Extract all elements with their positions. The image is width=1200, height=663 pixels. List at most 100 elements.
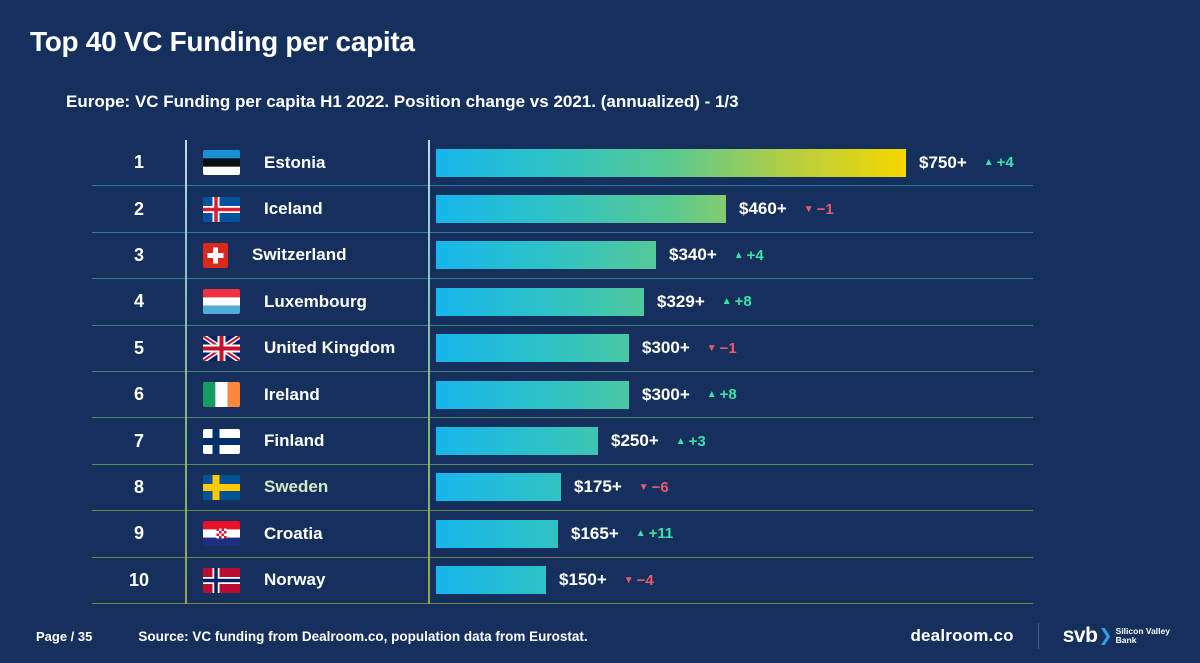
- triangle-up-icon: ▲: [635, 528, 646, 540]
- value-label: $329+: [657, 291, 705, 311]
- luxembourg-flag-icon: [203, 289, 240, 315]
- triangle-down-icon: ▼: [638, 481, 649, 493]
- bar-cell: $460+ ▼ −1: [429, 195, 1033, 224]
- position-change: ▲ +4: [734, 247, 764, 264]
- bar-cell: $165+ ▲ +11: [429, 519, 1033, 548]
- table-row: 2 Iceland $460+ ▼ −1: [92, 186, 1033, 233]
- country-cell: Switzerland: [186, 242, 429, 268]
- rank-column-divider: [185, 140, 187, 604]
- table-row: 1 Estonia $750+ ▲ +4: [92, 140, 1033, 187]
- funding-bar: [436, 473, 561, 502]
- country-name: Luxembourg: [264, 291, 367, 311]
- svb-logo: svb ❯ Silicon Valley Bank: [1063, 624, 1170, 648]
- position-change: ▼ −1: [707, 340, 737, 357]
- funding-bar: [436, 334, 629, 363]
- sweden-flag-icon: [203, 474, 240, 500]
- united-kingdom-flag-icon: [203, 335, 240, 361]
- bar-cell: $750+ ▲ +4: [429, 148, 1033, 177]
- triangle-up-icon: ▲: [983, 157, 994, 169]
- position-change: ▼ −6: [639, 479, 669, 496]
- svb-name-line2: Bank: [1115, 635, 1137, 645]
- country-cell: Finland: [186, 428, 429, 454]
- country-cell: Croatia: [186, 521, 429, 547]
- page-title: Top 40 VC Funding per capita: [30, 26, 415, 57]
- page-number: Page / 35: [36, 628, 93, 644]
- table-row: 5 United Kingdom $300+ ▼ −1: [92, 326, 1033, 372]
- country-cell: Ireland: [186, 382, 429, 408]
- change-value: +8: [734, 293, 752, 311]
- triangle-up-icon: ▲: [706, 389, 717, 401]
- triangle-down-icon: ▼: [623, 574, 634, 586]
- country-name: Iceland: [264, 199, 323, 219]
- bar-cell: $150+ ▼ −4: [429, 566, 1033, 595]
- bar-cell: $175+ ▼ −6: [429, 473, 1033, 502]
- chart-subtitle: Europe: VC Funding per capita H1 2022. P…: [66, 92, 739, 111]
- country-name: Ireland: [264, 384, 320, 404]
- table-row: 8 Sweden $175+ ▼ −6: [92, 465, 1033, 512]
- change-value: +4: [746, 246, 764, 264]
- country-name: Finland: [264, 431, 325, 451]
- funding-bar: [436, 148, 906, 177]
- table-row: 3 Switzerland $340+ ▲ +4: [92, 233, 1033, 280]
- triangle-up-icon: ▲: [721, 296, 732, 308]
- funding-bar: [436, 380, 629, 409]
- rank-label: 5: [133, 337, 144, 358]
- ireland-flag-icon: [203, 382, 240, 408]
- position-change: ▼ −4: [624, 572, 654, 589]
- value-label: $340+: [669, 245, 717, 265]
- change-value: +4: [996, 154, 1014, 172]
- table-row: 7 Finland $250+ ▲ +3: [92, 418, 1033, 465]
- rank-label: 4: [133, 291, 144, 312]
- change-value: −4: [636, 571, 654, 589]
- country-cell: Luxembourg: [186, 289, 429, 315]
- value-label: $750+: [919, 152, 967, 172]
- funding-bar: [436, 427, 598, 456]
- country-name: Switzerland: [252, 245, 347, 265]
- footer: Page / 35 Source: VC funding from Dealro…: [36, 623, 1170, 649]
- bar-cell: $329+ ▲ +8: [429, 287, 1033, 316]
- footer-logos: dealroom.co svb ❯ Silicon Valley Bank: [910, 623, 1170, 649]
- country-name: Sweden: [264, 477, 329, 497]
- logo-divider: [1037, 623, 1039, 649]
- country-name: Croatia: [264, 523, 323, 543]
- position-change: ▲ +11: [636, 525, 674, 542]
- table-row: 10 Norway $150+ ▼ −4: [92, 558, 1033, 604]
- country-cell: Iceland: [186, 196, 429, 222]
- funding-bar: [436, 195, 726, 224]
- rank-label: 2: [133, 198, 144, 219]
- funding-bar: [436, 519, 558, 548]
- estonia-flag-icon: [203, 150, 240, 176]
- table-row: 4 Luxembourg $329+ ▲ +8: [92, 279, 1033, 326]
- rank-label: 8: [133, 476, 144, 497]
- value-label: $175+: [574, 477, 622, 497]
- position-change: ▲ +8: [707, 386, 737, 403]
- svb-chevron-icon: ❯: [1098, 626, 1113, 645]
- rank-label: 6: [133, 384, 144, 405]
- croatia-flag-icon: [203, 521, 240, 547]
- rank-label: 7: [133, 430, 144, 451]
- value-label: $250+: [611, 431, 659, 451]
- change-value: +11: [648, 525, 674, 543]
- source-note: Source: VC funding from Dealroom.co, pop…: [138, 628, 588, 644]
- svb-bank-name: Silicon Valley Bank: [1115, 626, 1170, 646]
- ranking-table: 1 Estonia $750+ ▲ +4 2 Iceland $460+ ▼ −1 3 Switze…: [92, 140, 1033, 604]
- rank-label: 9: [133, 523, 144, 544]
- svb-wordmark: svb: [1062, 624, 1098, 647]
- country-cell: Norway: [186, 567, 429, 593]
- footer-left: Page / 35 Source: VC funding from Dealro…: [36, 629, 588, 644]
- triangle-down-icon: ▼: [706, 342, 717, 354]
- bar-cell: $300+ ▲ +8: [429, 380, 1033, 409]
- dealroom-logo: dealroom.co: [910, 626, 1014, 645]
- country-cell: Sweden: [186, 474, 429, 500]
- triangle-up-icon: ▲: [675, 435, 686, 447]
- country-name: Norway: [264, 570, 326, 590]
- triangle-up-icon: ▲: [733, 249, 744, 261]
- norway-flag-icon: [203, 567, 240, 593]
- funding-bar: [436, 241, 656, 270]
- bar-cell: $250+ ▲ +3: [429, 427, 1033, 456]
- change-value: −1: [816, 200, 834, 218]
- position-change: ▲ +3: [676, 433, 706, 450]
- change-value: −1: [719, 339, 737, 357]
- bar-cell: $340+ ▲ +4: [429, 241, 1033, 270]
- value-label: $300+: [642, 384, 690, 404]
